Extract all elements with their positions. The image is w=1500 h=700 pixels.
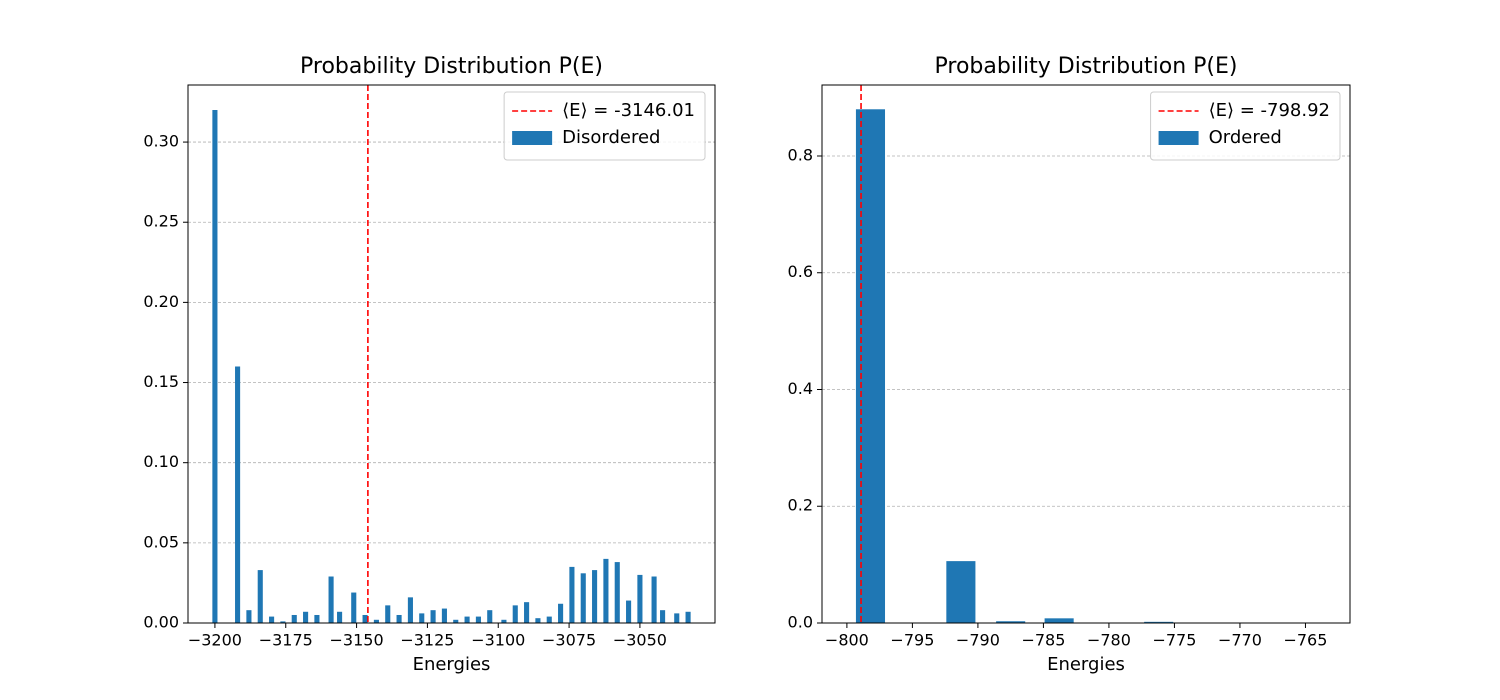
bar [535, 618, 541, 623]
x-tick-label: −3175 [259, 631, 313, 650]
y-tick-label: 0.20 [143, 292, 179, 311]
bar [337, 611, 343, 623]
bar [291, 614, 297, 623]
bar [328, 576, 334, 623]
bar [246, 610, 252, 623]
x-tick-label: −765 [1283, 631, 1327, 650]
x-tick-label: −790 [956, 631, 1000, 650]
bar [396, 614, 402, 623]
x-tick-label: −3150 [330, 631, 384, 650]
chart-title: Probability Distribution P(E) [300, 54, 603, 79]
bar [464, 616, 470, 623]
bar [235, 366, 241, 623]
bar [407, 597, 413, 623]
bar [592, 570, 598, 623]
legend-label: ⟨E⟩ = -3146.01 [562, 100, 695, 121]
y-tick-label: 0.05 [143, 532, 179, 551]
bar [626, 600, 632, 623]
axes-frame [187, 84, 716, 624]
x-tick-label: −770 [1218, 631, 1262, 650]
bar [475, 616, 481, 623]
x-tick-label: −3200 [188, 631, 242, 650]
bar [512, 605, 518, 623]
x-tick-label: −3125 [400, 631, 454, 650]
bar [614, 562, 620, 623]
x-tick-label: −780 [1087, 631, 1131, 650]
bar [212, 110, 218, 623]
y-tick-label: 0.15 [143, 372, 179, 391]
bar [453, 619, 459, 623]
y-tick-label: 0.00 [143, 613, 179, 632]
y-tick-label: 0.8 [788, 145, 813, 164]
y-tick-label: 0.2 [788, 496, 813, 515]
legend-label: Ordered [1209, 127, 1282, 148]
bar [269, 616, 275, 623]
bar [996, 621, 1026, 623]
bar [1144, 621, 1174, 623]
legend-label: Disordered [562, 127, 660, 148]
y-tick-label: 0.4 [788, 379, 813, 398]
bar [351, 592, 357, 623]
x-tick-label: −775 [1152, 631, 1196, 650]
legend-swatch [512, 131, 553, 145]
bar [946, 561, 976, 623]
bar [314, 614, 320, 623]
y-tick-label: 0.25 [143, 212, 179, 231]
bar [419, 613, 425, 623]
bar [441, 608, 447, 623]
bar [569, 566, 575, 623]
bar [280, 621, 286, 623]
x-tick-label: −3050 [613, 631, 667, 650]
legend-swatch [1158, 131, 1199, 145]
bar [637, 574, 643, 623]
x-axis-label: Energies [413, 654, 491, 675]
y-tick-label: 0.30 [143, 132, 179, 151]
x-tick-label: −3100 [471, 631, 525, 650]
y-tick-label: 0.6 [788, 262, 813, 281]
bar [558, 603, 564, 623]
bar [487, 610, 493, 623]
legend-box [503, 91, 706, 161]
bar [685, 611, 691, 623]
legend-label: ⟨E⟩ = -798.92 [1209, 100, 1330, 121]
bar [546, 616, 552, 623]
x-tick-label: −3075 [542, 631, 596, 650]
bar [373, 619, 379, 623]
bar [501, 619, 507, 623]
bar [257, 570, 263, 623]
y-tick-label: 0.0 [788, 613, 813, 632]
x-axis-label: Energies [1047, 654, 1125, 675]
x-tick-label: −800 [825, 631, 869, 650]
axes-frame [821, 84, 1351, 624]
bar [1044, 618, 1074, 623]
bar [362, 614, 368, 623]
bar [580, 573, 586, 623]
bar [303, 611, 309, 623]
x-tick-label: −795 [890, 631, 934, 650]
bar [660, 610, 666, 623]
x-tick-label: −785 [1021, 631, 1065, 650]
bar [651, 576, 657, 623]
chart-title: Probability Distribution P(E) [935, 54, 1238, 79]
bar [524, 602, 530, 623]
bar [603, 558, 609, 623]
bar [674, 613, 680, 623]
bar [430, 610, 436, 623]
bar [385, 605, 391, 623]
y-tick-label: 0.10 [143, 452, 179, 471]
